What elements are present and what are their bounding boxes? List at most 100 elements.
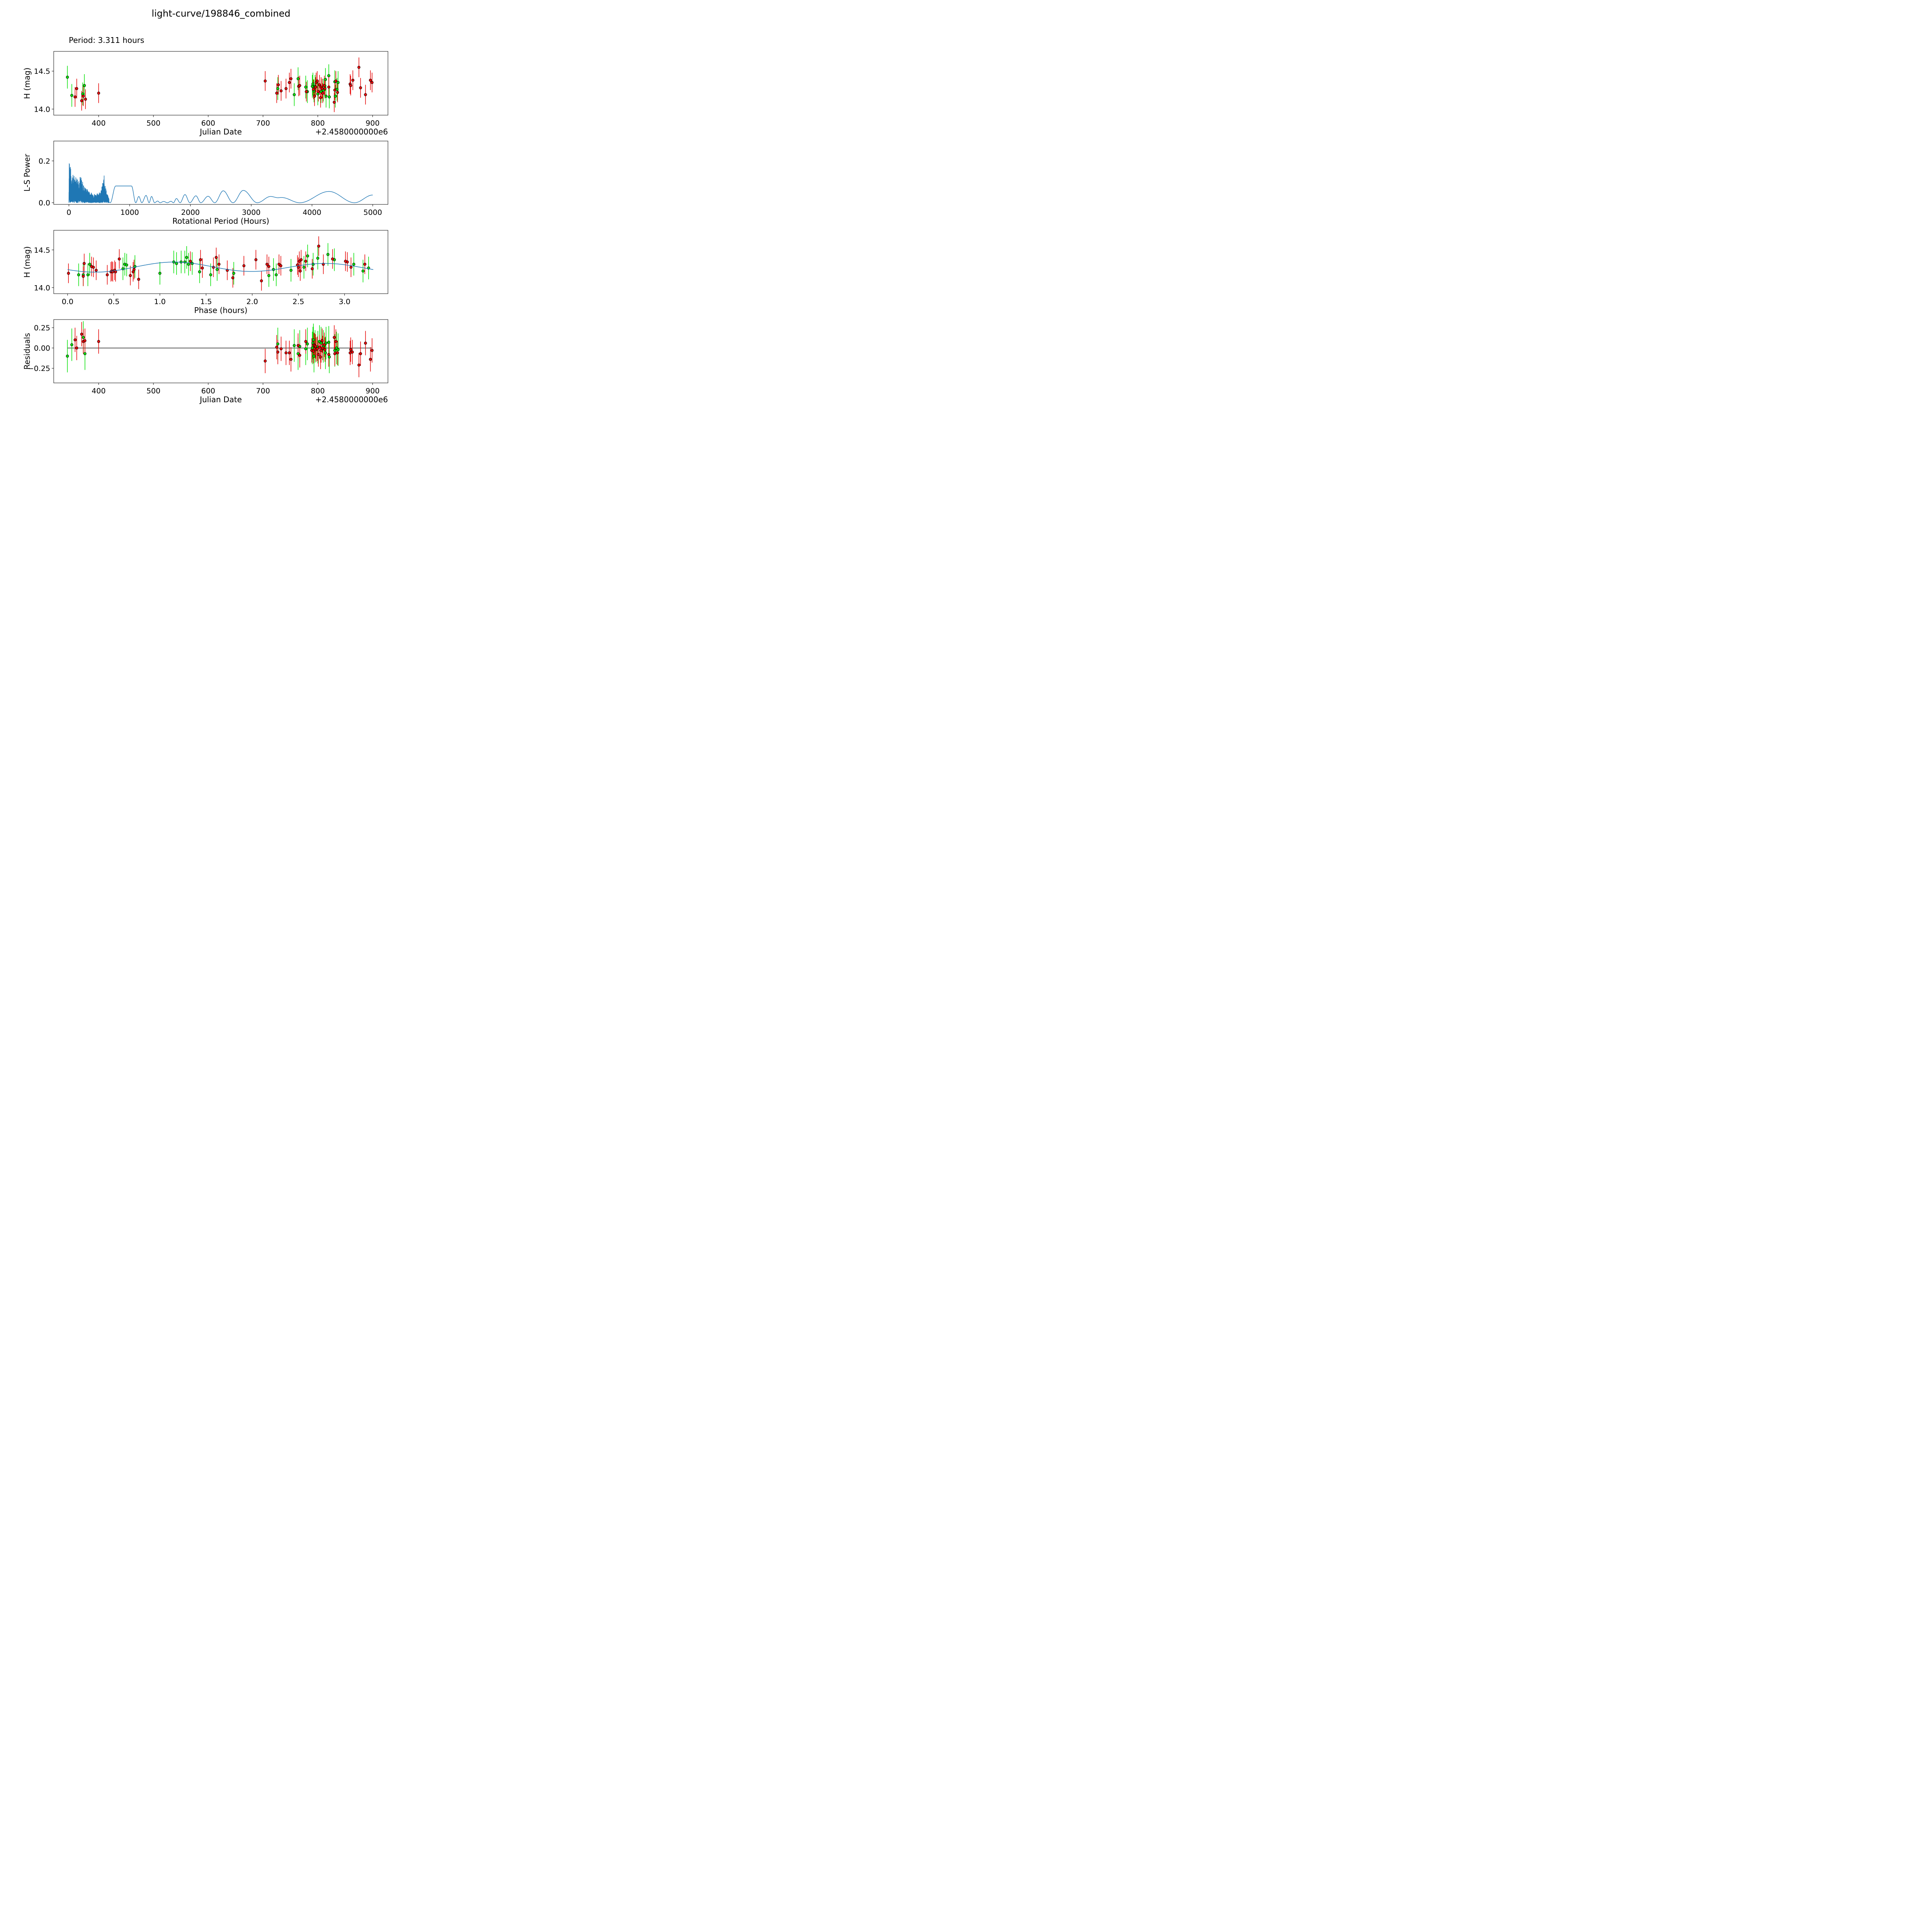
green-point: [296, 77, 300, 80]
green-point: [70, 94, 73, 97]
red-point: [359, 86, 362, 90]
red-point: [97, 92, 100, 95]
green-point: [327, 341, 330, 344]
red-point: [318, 345, 321, 349]
red-point: [317, 245, 320, 248]
red-point: [296, 344, 300, 347]
red-point: [84, 97, 87, 101]
red-point: [349, 348, 352, 351]
axes-frame: [53, 141, 388, 205]
model-curve: [67, 262, 374, 273]
green-point: [88, 263, 92, 266]
y-tick-label: 0.2: [39, 157, 50, 165]
red-point: [319, 96, 322, 99]
red-point: [73, 95, 77, 99]
red-point: [82, 95, 85, 98]
y-tick-label: 0.25: [34, 324, 50, 332]
periodogram-panel: 0 1000 2000 3000 4000 5000 0.0 0.2 Rotational Pe…: [22, 141, 388, 226]
red-point: [267, 265, 270, 268]
red-point: [351, 78, 355, 82]
red-point: [265, 263, 269, 266]
red-point: [336, 351, 339, 355]
red-point: [199, 258, 202, 261]
green-point: [306, 342, 309, 345]
red-point: [117, 257, 121, 261]
x-offset-label: +2.4580000000e6: [315, 127, 388, 136]
red-point: [201, 266, 204, 270]
green-point: [77, 273, 80, 277]
axes-frame: [53, 230, 388, 294]
red-point: [333, 88, 337, 92]
red-point: [298, 84, 301, 87]
red-point: [323, 84, 326, 87]
y-axis-label: Residuals: [22, 333, 32, 370]
red-point: [279, 264, 282, 267]
axes-frame: [53, 319, 388, 383]
red-point: [83, 339, 87, 342]
x-tick-label: 800: [311, 387, 325, 395]
phase-folded-panel: 0.0 0.5 1.0 1.5 2.0 2.5 3.0 14.0 14.5 Phase (hour…: [22, 230, 388, 315]
green-point: [276, 342, 279, 345]
x-tick-label: 900: [366, 119, 379, 128]
green-point: [232, 272, 235, 275]
red-point: [320, 87, 324, 90]
red-point: [313, 95, 316, 98]
x-tick-label: 0: [66, 208, 71, 217]
red-point: [277, 83, 280, 87]
red-point: [217, 263, 221, 266]
red-point: [371, 81, 374, 84]
red-point: [137, 278, 140, 281]
red-point: [327, 353, 330, 356]
red-point: [334, 340, 338, 343]
x-offset-label: +2.4580000000e6: [315, 395, 388, 404]
axes-frame: [53, 51, 388, 116]
y-tick-label: 14.5: [34, 246, 50, 255]
red-point: [334, 79, 338, 83]
green-point: [333, 349, 337, 352]
green-point: [361, 269, 365, 273]
figure: light-curve/198846_combined Period: 3.31…: [22, 8, 388, 404]
red-point: [327, 85, 330, 89]
y-axis-label: H (mag): [22, 246, 32, 277]
periodogram-line: [68, 163, 373, 203]
plot-area: [66, 321, 374, 378]
x-tick-label: 1000: [120, 208, 139, 217]
x-tick-label: 5000: [364, 208, 382, 217]
red-point: [92, 265, 95, 269]
red-point: [323, 343, 326, 347]
red-point: [359, 352, 362, 355]
green-point: [267, 274, 270, 277]
green-point: [324, 95, 328, 98]
light-curve-panel: 400 500 600 700 800 900 14.0 14.5 Julian Date H (…: [22, 51, 388, 136]
red-point: [314, 85, 317, 89]
green-point: [324, 78, 327, 81]
green-point: [183, 260, 187, 264]
red-point: [284, 351, 288, 355]
x-tick-label: 2.0: [247, 298, 258, 306]
x-tick-label: 900: [366, 387, 379, 395]
red-point: [314, 345, 317, 348]
red-point: [231, 276, 235, 279]
red-point: [287, 81, 291, 84]
red-point: [298, 354, 301, 357]
period-subtitle: Period: 3.311 hours: [69, 36, 144, 45]
red-point: [319, 355, 322, 359]
red-point: [320, 349, 323, 352]
red-point: [323, 87, 327, 90]
red-point: [316, 347, 319, 350]
red-point: [336, 91, 339, 94]
red-point: [129, 274, 132, 277]
red-point: [350, 350, 354, 354]
green-point: [304, 347, 308, 350]
x-tick-label: 0.0: [62, 298, 73, 306]
x-tick-label: 600: [201, 119, 215, 128]
red-point: [287, 351, 291, 355]
red-point: [304, 260, 308, 263]
red-point: [311, 267, 314, 270]
red-point: [80, 332, 83, 336]
red-point: [317, 353, 320, 356]
red-point: [105, 273, 109, 277]
red-point: [264, 79, 267, 83]
green-point: [293, 344, 296, 347]
red-point: [284, 87, 288, 90]
